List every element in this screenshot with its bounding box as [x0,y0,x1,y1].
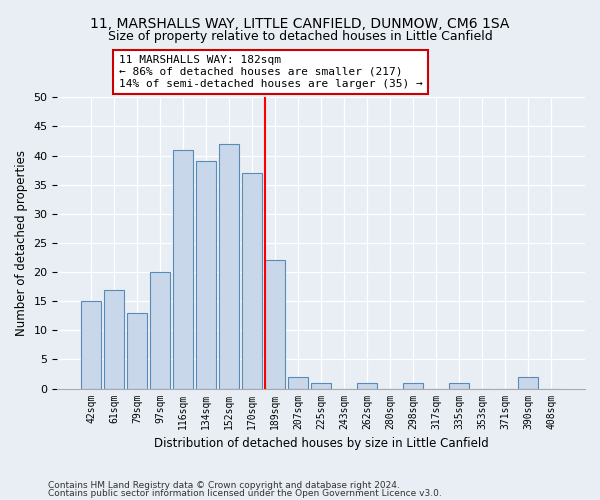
Text: 11, MARSHALLS WAY, LITTLE CANFIELD, DUNMOW, CM6 1SA: 11, MARSHALLS WAY, LITTLE CANFIELD, DUNM… [91,18,509,32]
Bar [518,377,538,388]
Bar [265,260,285,388]
Text: Contains HM Land Registry data © Crown copyright and database right 2024.: Contains HM Land Registry data © Crown c… [48,480,400,490]
Bar [82,301,101,388]
Bar [196,162,216,388]
Bar [127,313,147,388]
Bar [242,173,262,388]
Bar [311,382,331,388]
Bar [151,272,170,388]
Bar [449,382,469,388]
Bar [220,144,239,388]
Bar [403,382,423,388]
Text: Contains public sector information licensed under the Open Government Licence v3: Contains public sector information licen… [48,489,442,498]
Y-axis label: Number of detached properties: Number of detached properties [15,150,28,336]
Bar [289,377,308,388]
Bar [173,150,193,388]
Bar [358,382,377,388]
X-axis label: Distribution of detached houses by size in Little Canfield: Distribution of detached houses by size … [154,437,488,450]
Text: 11 MARSHALLS WAY: 182sqm
← 86% of detached houses are smaller (217)
14% of semi-: 11 MARSHALLS WAY: 182sqm ← 86% of detach… [119,56,422,88]
Bar [104,290,124,388]
Text: Size of property relative to detached houses in Little Canfield: Size of property relative to detached ho… [107,30,493,43]
